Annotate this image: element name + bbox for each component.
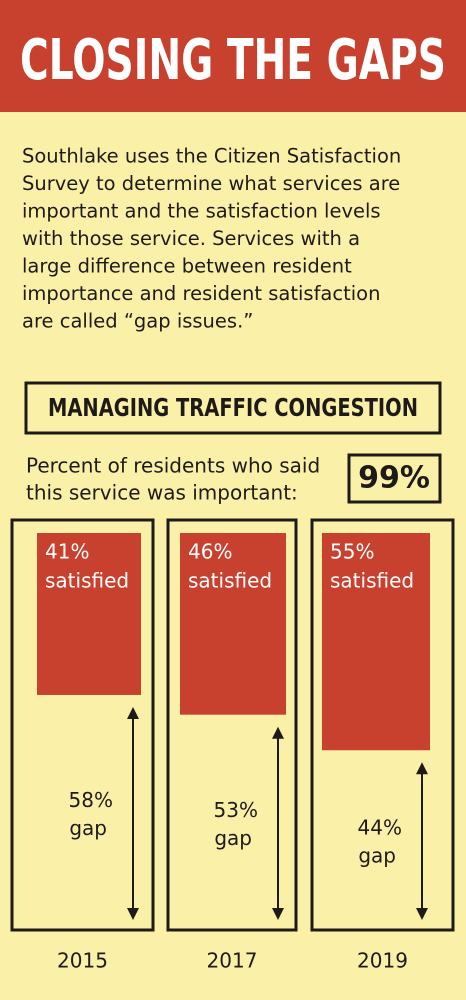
importance-text: this service was important: xyxy=(26,481,298,505)
arrow-head xyxy=(127,706,139,719)
chart-title: MANAGING TRAFFIC CONGESTION xyxy=(48,393,418,422)
gap-label: 44% xyxy=(358,816,402,840)
importance-value: 99% xyxy=(358,461,430,496)
satisfied-bar xyxy=(180,533,286,715)
arrow-head xyxy=(272,726,284,739)
gap-label: 53% xyxy=(214,798,258,822)
satisfied-name: satisfied xyxy=(330,569,414,593)
intro-line: importance and resident satisfaction xyxy=(22,282,380,305)
intro-line: Southlake uses the Citizen Satisfaction xyxy=(22,145,401,168)
arrow-head xyxy=(272,908,284,921)
intro-line: important and the satisfaction levels xyxy=(22,200,381,223)
satisfied-label: 46% xyxy=(188,540,232,564)
intro-line: with those service. Services with a xyxy=(22,227,360,250)
intro-line: are called “gap issues.” xyxy=(22,310,253,333)
title: CLOSING THE GAPS xyxy=(20,28,446,93)
intro-line: Survey to determine what services are xyxy=(22,172,400,195)
x-tick-label: 2015 xyxy=(57,949,108,973)
satisfied-label: 41% xyxy=(45,540,89,564)
column-frame xyxy=(166,518,298,932)
satisfied-bar xyxy=(37,533,141,695)
satisfied-bar xyxy=(322,533,430,751)
gap-label: 58% xyxy=(69,788,113,812)
arrow-head xyxy=(127,908,139,921)
chart: Southlake uses the Citizen Satisfaction S… xyxy=(10,145,455,973)
satisfied-name: satisfied xyxy=(188,569,272,593)
gap-name: gap xyxy=(69,816,107,840)
intro-line: large difference between resident xyxy=(22,255,352,278)
header-band xyxy=(0,0,466,112)
importance-text: Percent of residents who said xyxy=(26,454,320,478)
section-title-box xyxy=(24,381,442,435)
importance-box xyxy=(347,453,442,504)
arrow-head xyxy=(416,908,428,921)
satisfied-label: 55% xyxy=(330,540,374,564)
x-tick-label: 2017 xyxy=(207,949,258,973)
gap-name: gap xyxy=(358,844,396,868)
x-tick-label: 2019 xyxy=(357,949,408,973)
satisfied-name: satisfied xyxy=(45,569,129,593)
arrow-head xyxy=(416,762,428,775)
column-frame xyxy=(310,518,455,932)
column-frame xyxy=(10,518,155,932)
gap-name: gap xyxy=(214,826,252,850)
